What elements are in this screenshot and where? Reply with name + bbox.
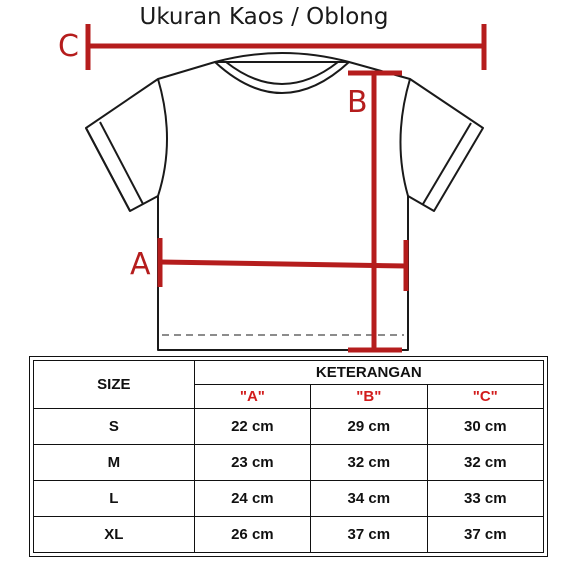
table-header-row: SIZE KETERANGAN: [33, 360, 545, 409]
size-cell: L: [33, 480, 195, 517]
value-cell-c: 37 cm: [426, 516, 545, 553]
left-sleeve-band: [99, 121, 144, 205]
value-cell-c: 33 cm: [426, 480, 545, 517]
size-cell: S: [33, 408, 195, 445]
value-cell-a: 23 cm: [193, 444, 312, 481]
collar-inner: [225, 61, 339, 85]
collar-outer: [214, 61, 350, 94]
label-a: A: [130, 247, 151, 282]
value-cell-b: 32 cm: [310, 444, 428, 481]
value-cell-a: 22 cm: [193, 408, 312, 445]
label-c: C: [58, 29, 79, 64]
chart-title: Ukuran Kaos / Oblong: [139, 4, 389, 30]
size-table-frame: SIZE KETERANGAN "A" "B" "C" S 22 cm 29 c…: [29, 356, 548, 557]
tshirt-outline: [85, 52, 484, 351]
column-header-b: "B": [310, 384, 428, 409]
column-header-a: "A": [193, 384, 312, 409]
size-table: SIZE KETERANGAN "A" "B" "C" S 22 cm 29 c…: [33, 360, 545, 553]
right-sleeve-band: [422, 122, 472, 205]
value-cell-b: 29 cm: [310, 408, 428, 445]
tshirt-body: [85, 61, 484, 351]
size-header: SIZE: [33, 360, 195, 409]
right-armhole: [399, 78, 411, 197]
collar-back: [214, 52, 350, 63]
value-cell-a: 24 cm: [193, 480, 312, 517]
value-cell-c: 32 cm: [426, 444, 545, 481]
value-cell-c: 30 cm: [426, 408, 545, 445]
column-header-c: "C": [426, 384, 545, 409]
left-sleeve-cuff: [85, 127, 131, 212]
measure-lines: [85, 24, 487, 353]
size-cell: M: [33, 444, 195, 481]
left-armhole: [157, 78, 168, 197]
value-cell-b: 34 cm: [310, 480, 428, 517]
table-row: M 23 cm 32 cm 32 cm: [33, 444, 545, 481]
label-b: B: [347, 85, 368, 120]
value-cell-a: 26 cm: [193, 516, 312, 553]
table-row: XL 26 cm 37 cm 37 cm: [33, 516, 545, 553]
table-subheader-row: "A" "B" "C": [34, 384, 545, 409]
table-row: L 24 cm 34 cm 33 cm: [33, 480, 545, 517]
table-row: S 22 cm 29 cm 30 cm: [33, 408, 545, 445]
measure-a-line: [159, 259, 407, 269]
value-cell-b: 37 cm: [310, 516, 428, 553]
keterangan-header: KETERANGAN: [193, 360, 545, 385]
size-cell: XL: [33, 516, 195, 553]
